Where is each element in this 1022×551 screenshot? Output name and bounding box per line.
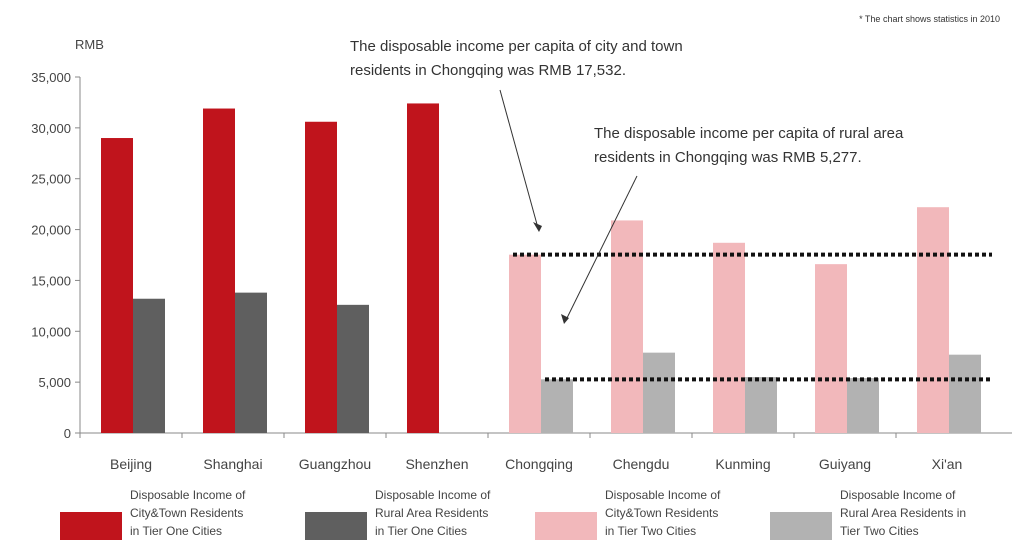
- legend: Disposable Income of City&Town Residents…: [0, 478, 1022, 548]
- legend-swatch-tier2-city: [535, 512, 597, 540]
- annotation-arrowhead-rural: [561, 314, 569, 324]
- bar: [643, 352, 675, 433]
- bar: [917, 207, 949, 433]
- annotation-arrowhead-city-town: [533, 222, 542, 232]
- annotation-arrow-rural: [565, 175, 638, 321]
- bar: [509, 254, 541, 433]
- legend-line: City&Town Residents: [130, 506, 244, 520]
- legend-line: Disposable Income of: [840, 488, 956, 502]
- legend-swatch-tier2-rural: [770, 512, 832, 540]
- bar: [305, 121, 337, 434]
- x-tick-label: Beijing: [110, 456, 152, 472]
- annotation-city-town: The disposable income per capita of city…: [350, 38, 687, 79]
- x-tick-label: Chongqing: [505, 456, 573, 472]
- bar: [815, 264, 847, 433]
- annotation-city-town-line-1: The disposable income per capita of city…: [350, 38, 683, 55]
- x-tick-label: Kunming: [715, 456, 770, 472]
- bar: [133, 298, 165, 433]
- legend-text-tier1-rural: Disposable Income of Rural Area Resident…: [375, 486, 545, 540]
- y-tick-label: 10,000: [31, 324, 71, 339]
- legend-line: in Tier Two Cities: [605, 524, 697, 538]
- bar: [949, 354, 981, 433]
- legend-line: in Tier One Cities: [130, 524, 223, 538]
- y-tick-label: 20,000: [31, 223, 71, 238]
- legend-text-tier2-city: Disposable Income of City&Town Residents…: [605, 486, 775, 540]
- legend-line: City&Town Residents: [605, 506, 719, 520]
- chart-footnote: * The chart shows statistics in 2010: [859, 14, 1000, 24]
- bar: [203, 108, 235, 433]
- y-tick-label: 0: [64, 426, 71, 441]
- reference-lines: [513, 252, 992, 382]
- legend-line: Disposable Income of: [605, 488, 721, 502]
- legend-line: Disposable Income of: [130, 488, 246, 502]
- legend-swatch-tier1-city: [60, 512, 122, 540]
- bars: [101, 103, 981, 434]
- y-axis-label: RMB: [75, 37, 104, 52]
- bar: [337, 304, 369, 433]
- legend-line: Disposable Income of: [375, 488, 491, 502]
- legend-line: in Tier One Cities: [375, 524, 468, 538]
- annotations: The disposable income per capita of city…: [350, 38, 908, 324]
- legend-swatch-tier1-rural: [305, 512, 367, 540]
- annotation-arrow-city-town: [499, 89, 539, 229]
- y-tick-label: 25,000: [31, 172, 71, 187]
- bar: [101, 138, 133, 433]
- annotation-rural-line-1: The disposable income per capita of rura…: [594, 125, 904, 142]
- annotation-rural-line-2: residents in Chongqing was RMB 5,277.: [594, 149, 862, 166]
- x-tick-label: Chengdu: [613, 456, 670, 472]
- y-tick-label: 5,000: [38, 375, 71, 390]
- bar: [407, 103, 439, 434]
- legend-line: Rural Area Residents: [375, 506, 489, 520]
- x-tick-label: Guangzhou: [299, 456, 371, 472]
- x-tick-label: Shanghai: [203, 456, 262, 472]
- legend-line: Tier Two Cities: [840, 524, 919, 538]
- bar: [541, 379, 573, 433]
- bar: [713, 242, 745, 433]
- x-tick-label: Guiyang: [819, 456, 871, 472]
- legend-text-tier1-city: Disposable Income of City&Town Residents…: [130, 486, 300, 540]
- axes: 35,000 30,000 25,000 20,000 15,000 10,000 5,00…: [31, 70, 1012, 472]
- bar: [847, 378, 879, 433]
- bar: [745, 377, 777, 433]
- x-tick-label: Shenzhen: [405, 456, 468, 472]
- y-tick-label: 30,000: [31, 121, 71, 136]
- annotation-rural: The disposable income per capita of rura…: [594, 125, 908, 166]
- legend-line: Rural Area Residents in: [840, 506, 967, 520]
- annotation-city-town-line-2: residents in Chongqing was RMB 17,532.: [350, 62, 626, 79]
- x-tick-label: Xi'an: [932, 456, 963, 472]
- legend-text-tier2-rural: Disposable Income of Rural Area Resident…: [840, 486, 1010, 540]
- bar: [611, 220, 643, 433]
- bar: [235, 292, 267, 433]
- y-tick-label: 35,000: [31, 70, 71, 85]
- y-tick-label: 15,000: [31, 273, 71, 288]
